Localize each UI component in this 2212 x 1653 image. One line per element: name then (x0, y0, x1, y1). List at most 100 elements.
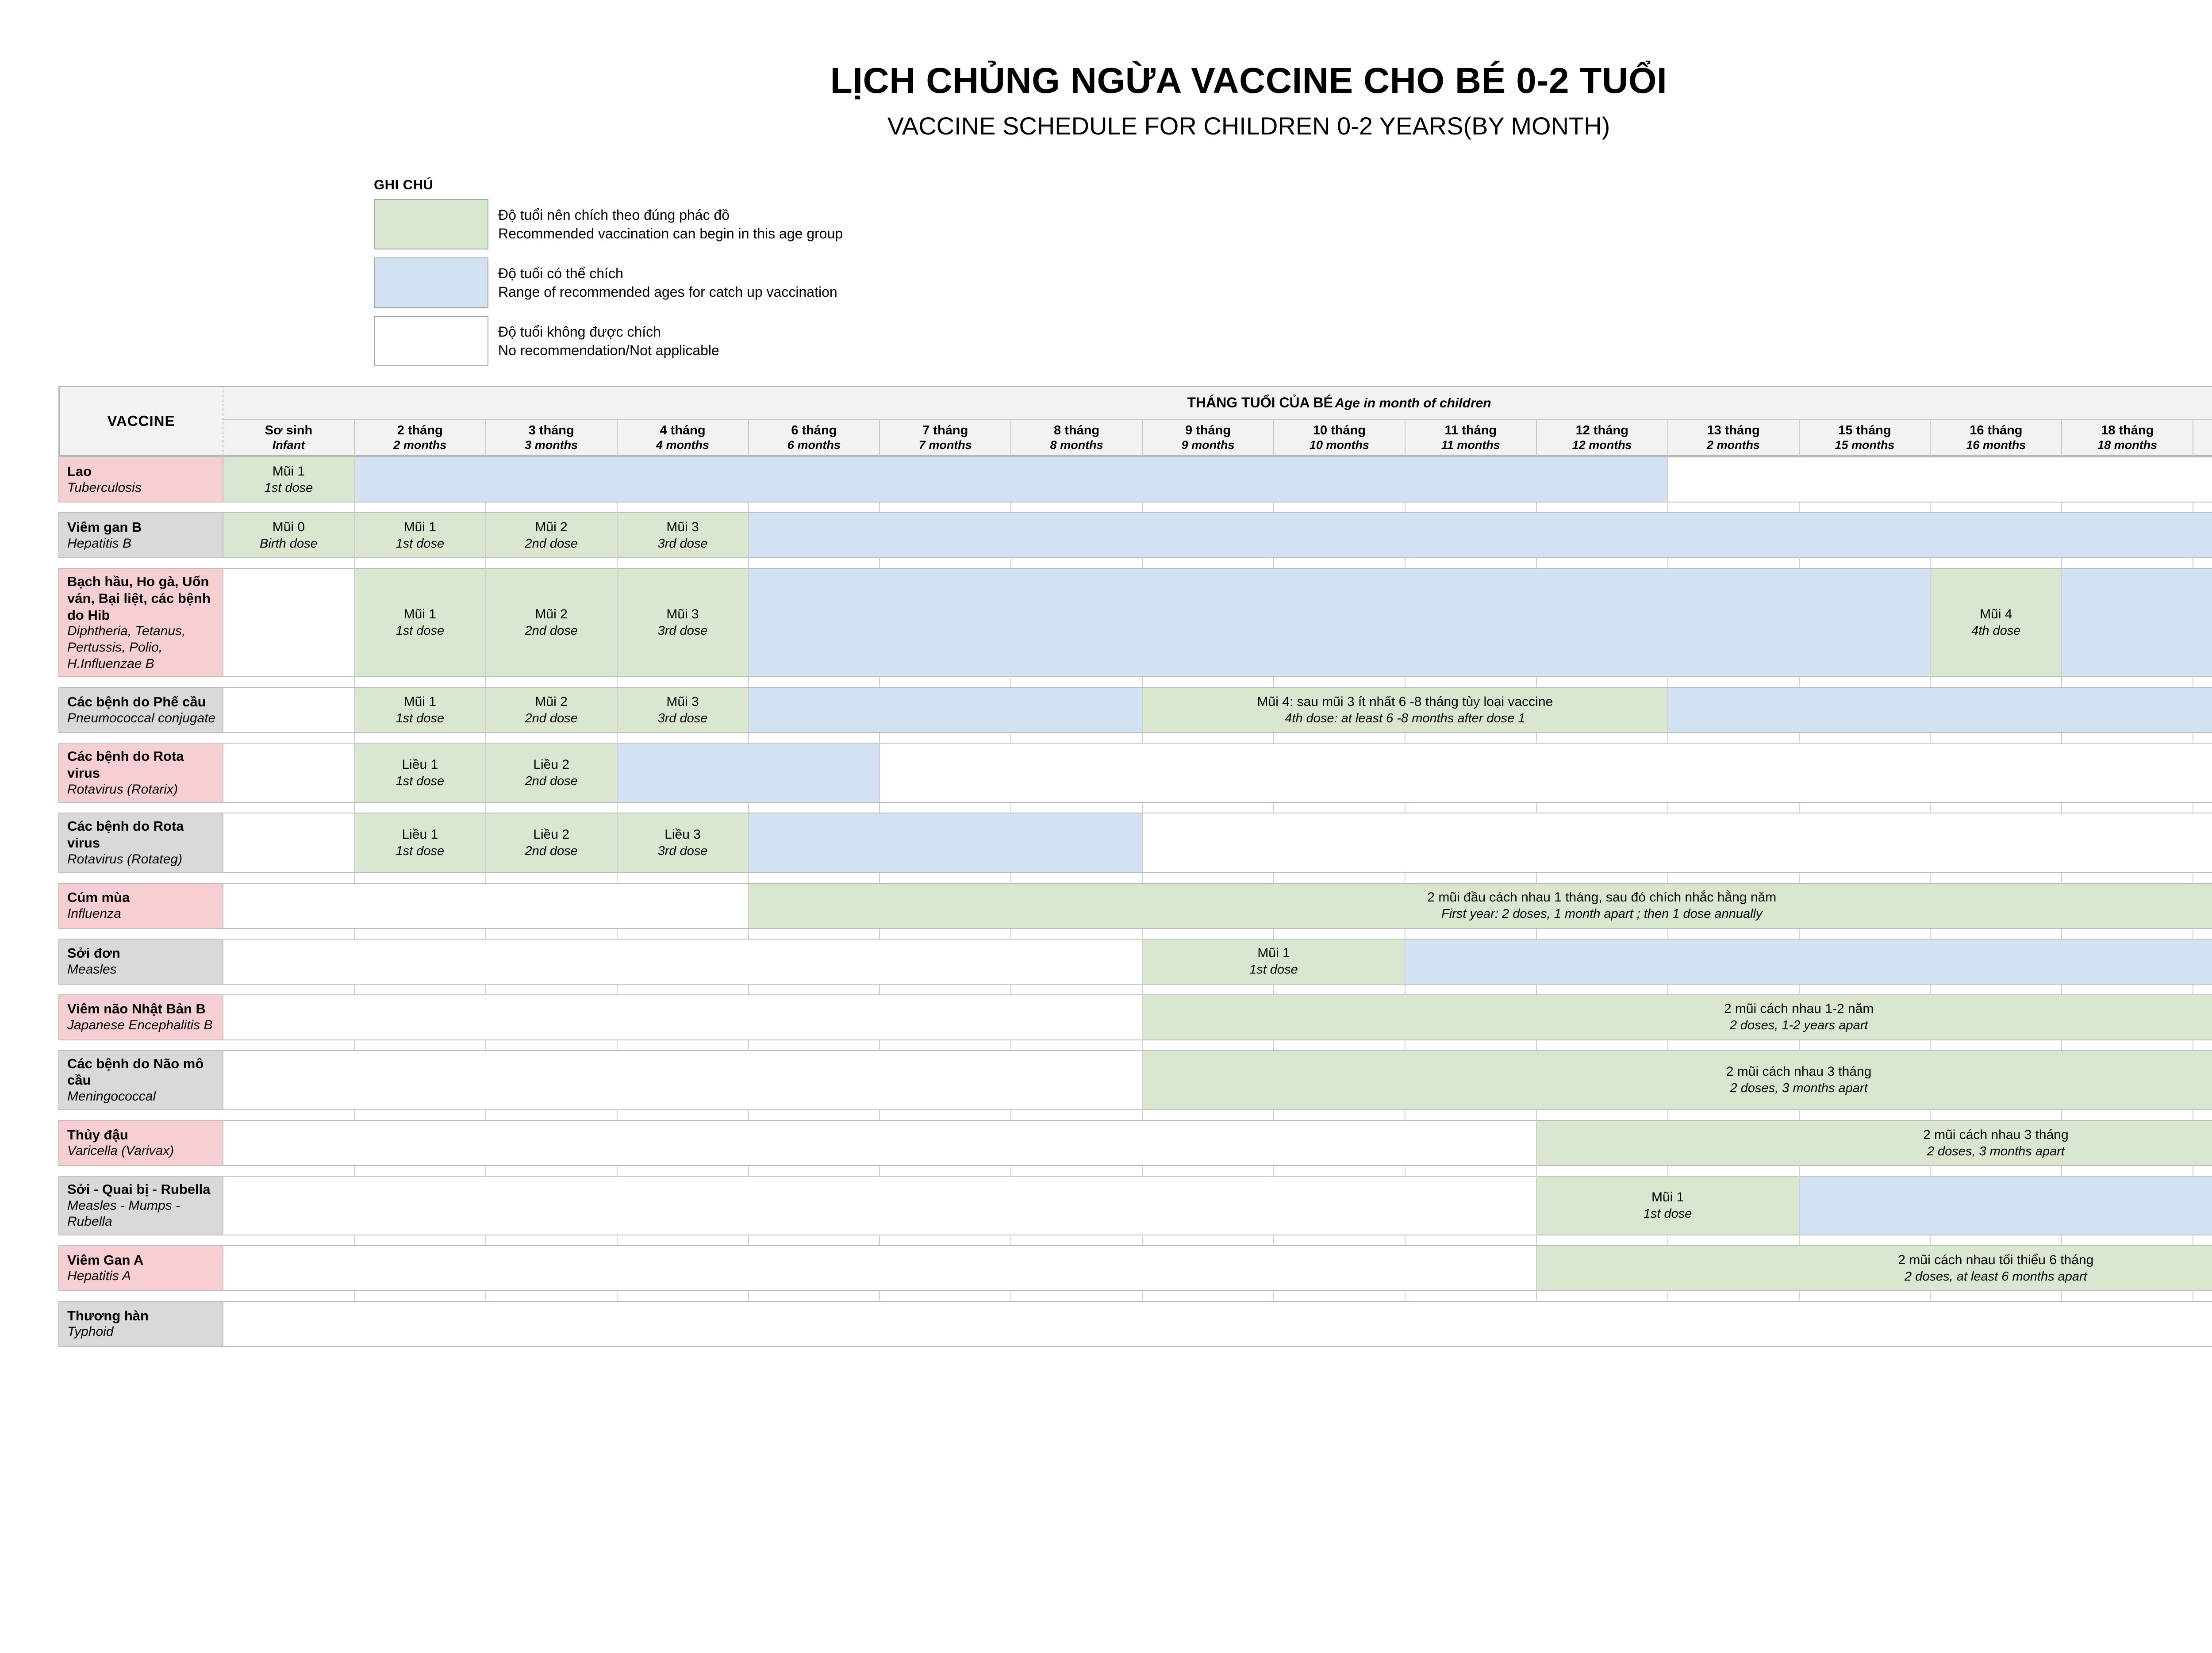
header-month-8: 9 tháng 9 months (1143, 420, 1274, 456)
row-spacer-cell (880, 558, 1012, 568)
row-spacer-cell (2062, 984, 2194, 994)
cell-label-en: 1st dose (396, 624, 445, 638)
vaccine-name-vn: Viêm Gan A (67, 1252, 144, 1268)
row-spacer-cell (1931, 873, 2062, 883)
vaccine-name-cell: Thủy đậu Varicella (Varivax) (58, 1120, 223, 1166)
row-spacer-cell (1799, 558, 1931, 568)
row-spacer-cell (1931, 928, 2062, 939)
vaccine-name-vn: Thủy đậu (67, 1127, 128, 1143)
legend-label-vn-blue: Độ tuổi có thể chích (498, 265, 623, 281)
row-spacer-cell (1274, 984, 1406, 994)
header-month-en: 2 months (1707, 438, 1760, 452)
legend-label-vn-green: Độ tuổi nên chích theo đúng phác đồ (498, 207, 730, 223)
schedule-cell-none (223, 813, 355, 873)
row-spacer-cell (486, 1166, 618, 1176)
row-spacer-cell (617, 984, 749, 994)
row-spacer-cell (617, 1110, 749, 1120)
header-month-vn: 8 tháng (1054, 423, 1100, 438)
row-spacer-cell (617, 1040, 749, 1050)
header-month-en: 6 months (787, 438, 841, 452)
header-vaccine: VACCINE (58, 386, 223, 456)
schedule-cell-green: Mũi 2 2nd dose (486, 687, 618, 733)
row-spacer-cell (1011, 1235, 1143, 1245)
row-spacer-cell (1274, 677, 1406, 687)
row-spacer-cell (749, 1166, 880, 1176)
header-month-vn: 16 tháng (1970, 423, 2023, 438)
row-spacer-cell (749, 733, 880, 743)
header-month-en: 7 months (918, 438, 972, 452)
header-month-vn: 19 tháng (2193, 423, 2212, 438)
row-spacer (58, 928, 2212, 939)
cell-label-en: 1st dose (396, 711, 445, 725)
row-spacer-cell (1143, 733, 1274, 743)
cell-label-en: 2nd dose (525, 624, 578, 638)
row-spacer-cell (354, 873, 486, 883)
schedule-cell-none (223, 882, 749, 929)
schedule-cell-blue (2062, 568, 2212, 678)
legend-swatch-green (374, 199, 488, 249)
cell-label-vn: Mũi 1 (1257, 946, 1290, 961)
row-spacer-cell (223, 1291, 355, 1301)
vaccine-name-vn: Cúm mùa (67, 890, 130, 905)
row-spacer (58, 1166, 2212, 1176)
row-spacer-cell (1405, 677, 1537, 687)
row-spacer-cell (749, 984, 880, 994)
row-spacer-cell (617, 558, 749, 568)
row-spacer-cell (1668, 1291, 1800, 1301)
header-month-4: 4 tháng 4 months (617, 420, 749, 456)
header-month-vn: 13 tháng (1707, 423, 1760, 438)
row-spacer-cell (2193, 1040, 2212, 1050)
row-spacer-cell (2193, 502, 2212, 512)
row-spacer-cell (1274, 502, 1406, 512)
schedule-cell-green: Mũi 2 2nd dose (486, 568, 618, 678)
row-spacer-cell (1405, 1235, 1537, 1245)
vaccine-name-en: Diphtheria, Tetanus, Pertussis, Polio, H… (67, 624, 186, 671)
row-spacer-cell (749, 1040, 880, 1050)
row-spacer-cell (223, 1166, 355, 1176)
row-spacer-cell (880, 928, 1012, 939)
row-spacer-cell (617, 873, 749, 883)
table-row: Viêm Gan A Hepatitis A 2 mũi cách nhau tối… (58, 1245, 2212, 1291)
row-spacer-cell (223, 1110, 355, 1120)
row-spacer-cell (1536, 873, 1668, 883)
row-spacer-cell (486, 1291, 618, 1301)
row-spacer-cell (1536, 1235, 1668, 1245)
row-spacer-cell (880, 803, 1012, 813)
row-spacer-cell (1536, 928, 1668, 939)
row-spacer-cell (2193, 1166, 2212, 1176)
row-spacer-label (58, 558, 223, 568)
vaccine-name-en: Rotavirus (Rotateg) (67, 852, 183, 867)
header-month-vn: 6 tháng (791, 423, 837, 438)
row-spacer-cell (223, 928, 355, 939)
schedule-cell-green: 2 mũi đầu cách nhau 1 tháng, sau đó chíc… (749, 882, 2212, 929)
row-spacer-cell (1405, 803, 1537, 813)
header-row-top: VACCINE THÁNG TUỔI CỦA BÉ Age in month o… (58, 386, 2212, 456)
vaccine-name-en: Measles (67, 962, 117, 977)
vaccine-name-en: Rotavirus (Rotarix) (67, 782, 178, 797)
row-spacer-cell (1668, 1235, 1800, 1245)
row-spacer-cell (2193, 1235, 2212, 1245)
header-age-group: THÁNG TUỔI CỦA BÉ Age in month of childr… (223, 386, 2212, 420)
row-spacer-cell (1143, 984, 1274, 994)
schedule-cell-green: Mũi 1 1st dose (354, 568, 486, 678)
legend-label-en-white: No recommendation/Not applicable (498, 342, 719, 358)
row-spacer-label (58, 677, 223, 687)
cell-label-vn: Mũi 3 (666, 694, 699, 709)
schedule-cell-blue (1668, 687, 2212, 733)
cell-label-en: 1st dose (264, 480, 313, 495)
cell-label-en: 2 doses, 3 months apart (1730, 1081, 1868, 1096)
header-age-en: Age in month of children (1335, 395, 1491, 410)
row-spacer-cell (2193, 733, 2212, 743)
row-spacer-cell (1011, 1291, 1143, 1301)
row-spacer-cell (1011, 1040, 1143, 1050)
header-month-7: 8 tháng 8 months (1011, 420, 1143, 456)
header-month-vn: 10 tháng (1313, 423, 1366, 438)
cell-label-en: 1st dose (396, 774, 445, 788)
row-spacer (58, 1235, 2212, 1245)
legend-swatch-blue (374, 257, 488, 308)
header-month-vn: 12 tháng (1575, 423, 1628, 438)
row-spacer-cell (2193, 1291, 2212, 1301)
schedule-cell-blue (354, 456, 1668, 502)
header-month-13: 15 tháng 15 months (1799, 420, 1931, 456)
